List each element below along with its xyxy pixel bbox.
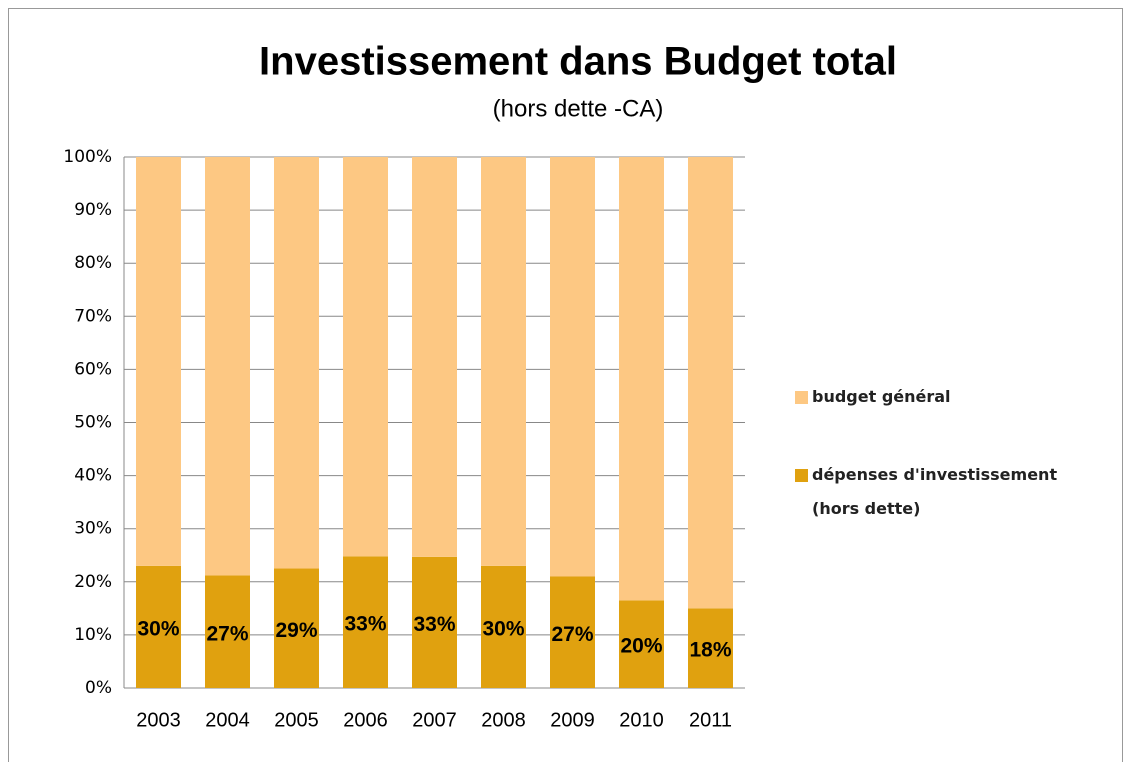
- x-tick-label: 2008: [481, 709, 526, 731]
- x-tick-label: 2010: [619, 709, 664, 731]
- data-label: 27%: [206, 622, 248, 645]
- bar-segment: [136, 157, 181, 566]
- bar-segment: [481, 157, 526, 566]
- bar-segment: [619, 600, 664, 688]
- bar-segment: [205, 157, 250, 576]
- y-tick-label: 40%: [74, 466, 112, 486]
- bar-segment: [343, 556, 388, 688]
- chart-subtitle: (hors dette -CA): [493, 95, 664, 122]
- y-tick-label: 10%: [74, 625, 112, 645]
- bar-segment: [688, 608, 733, 688]
- legend-swatch: [795, 469, 808, 482]
- bar-segment: [550, 576, 595, 688]
- data-label: 30%: [482, 617, 524, 640]
- y-tick-label: 70%: [74, 306, 112, 326]
- bar-segment: [550, 157, 595, 577]
- y-tick-label: 50%: [74, 413, 112, 433]
- bar-segment: [412, 157, 457, 557]
- bar-segment: [481, 565, 526, 688]
- y-tick-label: 80%: [74, 253, 112, 273]
- frame: [8, 8, 1123, 762]
- chart-title: Investissement dans Budget total: [259, 40, 897, 84]
- data-label: 20%: [620, 635, 662, 658]
- legend-label: dépenses d'investissement (hors dette): [812, 465, 1058, 518]
- data-label: 18%: [689, 639, 731, 662]
- y-tick-label: 0%: [85, 678, 112, 698]
- bar-segment: [274, 568, 319, 688]
- bar-segment: [688, 157, 733, 609]
- bar-segment: [619, 157, 664, 601]
- legend-swatch: [795, 391, 808, 404]
- data-label: 30%: [137, 617, 179, 640]
- data-label: 33%: [344, 613, 386, 636]
- bar-segment: [136, 565, 181, 688]
- x-tick-label: 2009: [550, 709, 595, 731]
- legend-label: budget général: [812, 387, 951, 406]
- x-tick-label: 2007: [412, 709, 457, 731]
- data-label: 29%: [275, 619, 317, 642]
- y-tick-label: 90%: [74, 200, 112, 220]
- bar-segment: [274, 157, 319, 569]
- data-label: 33%: [413, 613, 455, 636]
- y-tick-label: 20%: [74, 572, 112, 592]
- x-tick-label: 2011: [689, 709, 732, 731]
- x-tick-label: 2005: [274, 709, 319, 731]
- bar-segment: [205, 575, 250, 688]
- x-tick-label: 2006: [343, 709, 388, 731]
- y-tick-label: 100%: [63, 147, 112, 167]
- y-tick-label: 60%: [74, 359, 112, 379]
- bar-segment: [343, 157, 388, 557]
- y-tick-label: 30%: [74, 519, 112, 539]
- x-tick-label: 2003: [136, 709, 181, 731]
- data-label: 27%: [551, 623, 593, 646]
- bar-segment: [412, 556, 457, 688]
- x-tick-label: 2004: [205, 709, 250, 731]
